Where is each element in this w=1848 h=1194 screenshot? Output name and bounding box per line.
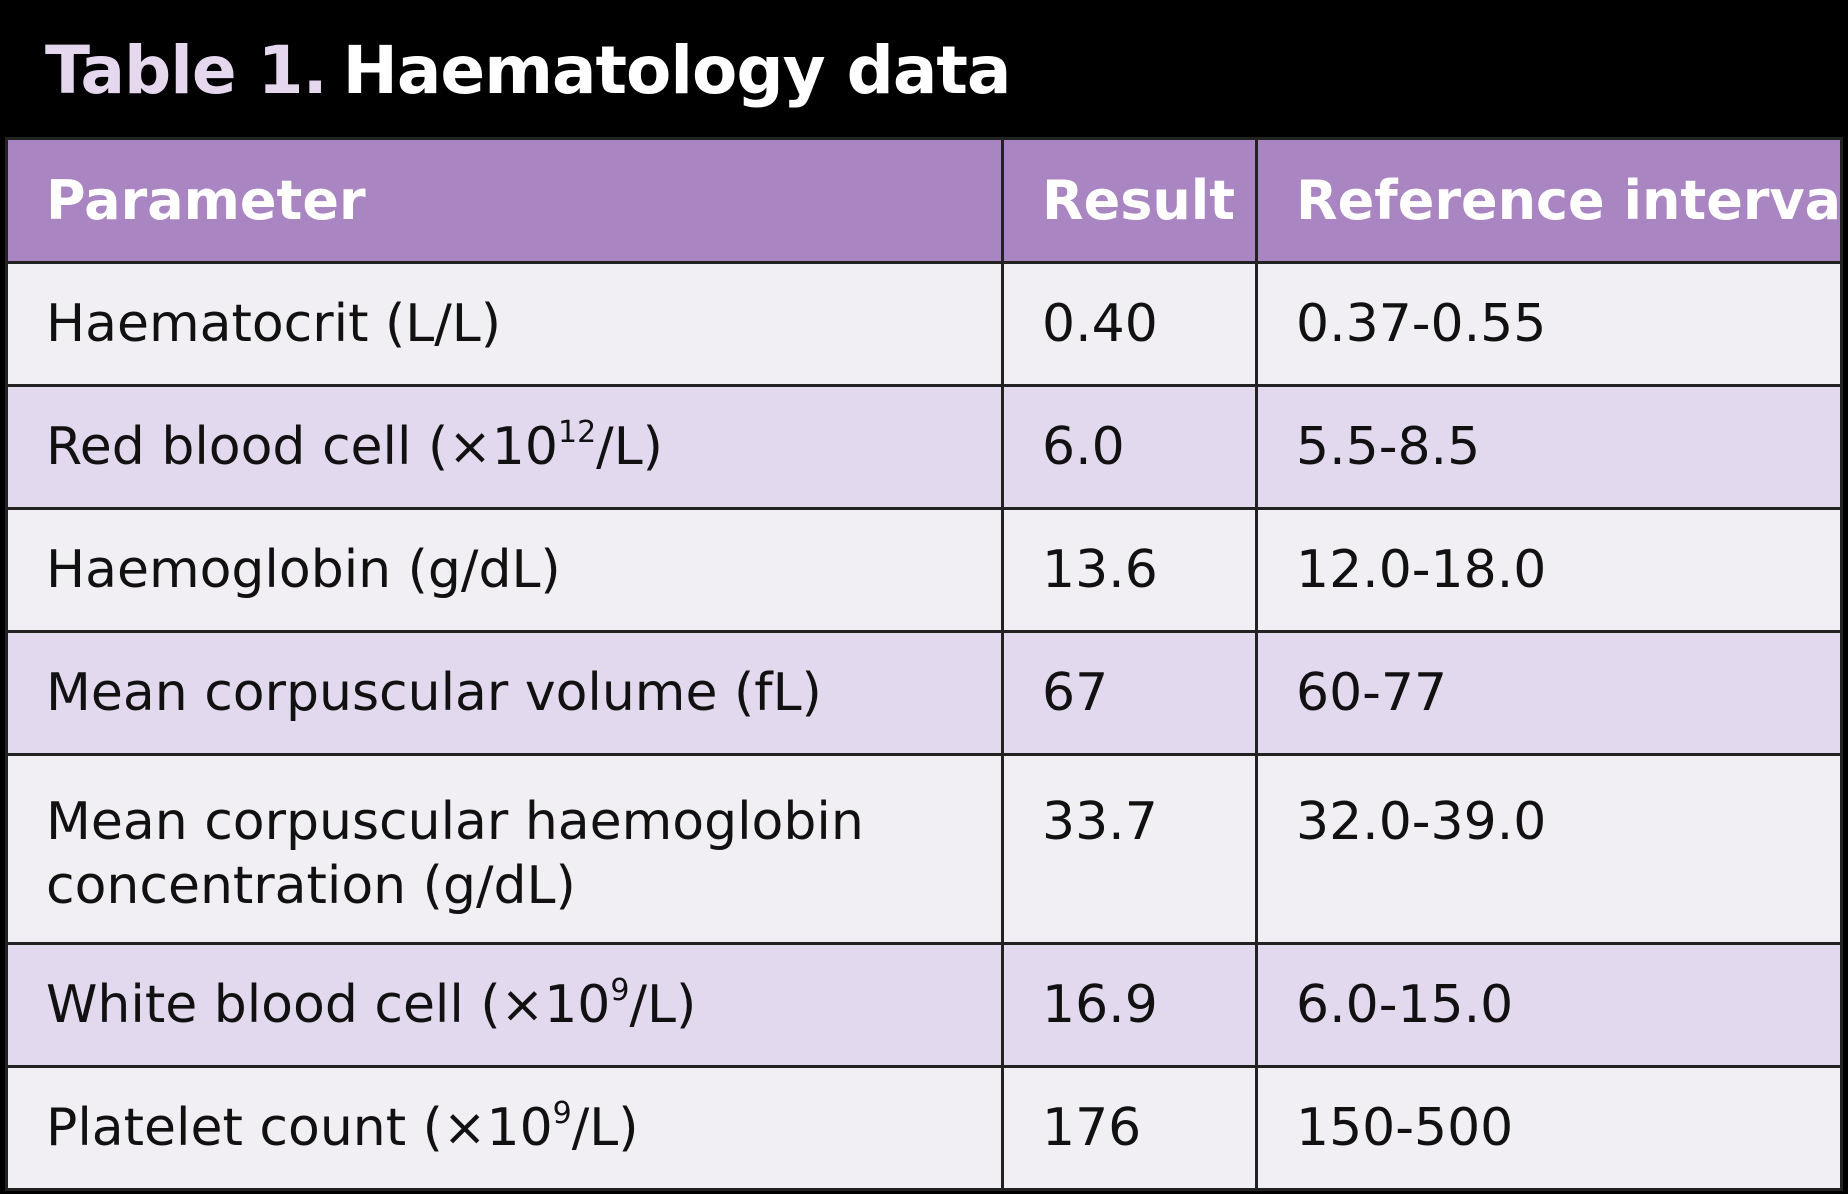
- cell-reference: 12.0-18.0: [1255, 507, 1843, 633]
- param-text: Platelet count (×10: [46, 1098, 553, 1158]
- cell-result: 13.6: [1001, 507, 1258, 633]
- cell-result: 16.9: [1001, 942, 1258, 1068]
- table-row: Red blood cell (×1012/L) 6.0 5.5-8.5: [5, 384, 1843, 510]
- cell-reference: 32.0-39.0: [1255, 753, 1843, 945]
- table-row: Mean corpuscular haemoglobin concentrati…: [5, 753, 1843, 945]
- table-title: Table 1. Haematology data: [5, 5, 1843, 137]
- table-row: Mean corpuscular volume (fL) 67 60-77: [5, 630, 1843, 756]
- header-reference-interval: Reference interval: [1255, 137, 1843, 264]
- cell-result: 176: [1001, 1065, 1258, 1191]
- table-row: Haemoglobin (g/dL) 13.6 12.0-18.0: [5, 507, 1843, 633]
- header-result: Result: [1001, 137, 1258, 264]
- cell-result: 33.7: [1001, 753, 1258, 945]
- header-row: Parameter Result Reference interval: [5, 137, 1843, 264]
- cell-parameter: Platelet count (×109/L): [5, 1065, 1004, 1191]
- param-text: Red blood cell (×10: [46, 417, 558, 477]
- cell-result: 0.40: [1001, 261, 1258, 387]
- cell-reference: 6.0-15.0: [1255, 942, 1843, 1068]
- header-parameter: Parameter: [5, 137, 1004, 264]
- cell-parameter: Mean corpuscular haemoglobin concentrati…: [5, 753, 1004, 945]
- param-text: White blood cell (×10: [46, 975, 611, 1035]
- cell-reference: 150-500: [1255, 1065, 1843, 1191]
- table-title-prefix: Table 1.: [45, 32, 328, 109]
- param-superscript: 12: [557, 415, 597, 450]
- cell-parameter: Haematocrit (L/L): [5, 261, 1004, 387]
- param-unit: /L): [629, 975, 697, 1035]
- table-row: Platelet count (×109/L) 176 150-500: [5, 1065, 1843, 1191]
- cell-parameter: Red blood cell (×1012/L): [5, 384, 1004, 510]
- cell-reference: 5.5-8.5: [1255, 384, 1843, 510]
- cell-parameter: Haemoglobin (g/dL): [5, 507, 1004, 633]
- param-unit: /L): [596, 417, 663, 477]
- table-row: Haematocrit (L/L) 0.40 0.37-0.55: [5, 261, 1843, 387]
- cell-result: 6.0: [1001, 384, 1258, 510]
- cell-result: 67: [1001, 630, 1258, 756]
- param-superscript: 9: [610, 973, 630, 1008]
- table-title-main: Haematology data: [342, 32, 1012, 109]
- param-unit: /L): [571, 1098, 639, 1158]
- cell-reference: 60-77: [1255, 630, 1843, 756]
- cell-reference: 0.37-0.55: [1255, 261, 1843, 387]
- param-superscript: 9: [552, 1096, 572, 1131]
- haematology-table: Parameter Result Reference interval Haem…: [5, 137, 1843, 1191]
- cell-parameter: Mean corpuscular volume (fL): [5, 630, 1004, 756]
- table-row: White blood cell (×109/L) 16.9 6.0-15.0: [5, 942, 1843, 1068]
- cell-parameter: White blood cell (×109/L): [5, 942, 1004, 1068]
